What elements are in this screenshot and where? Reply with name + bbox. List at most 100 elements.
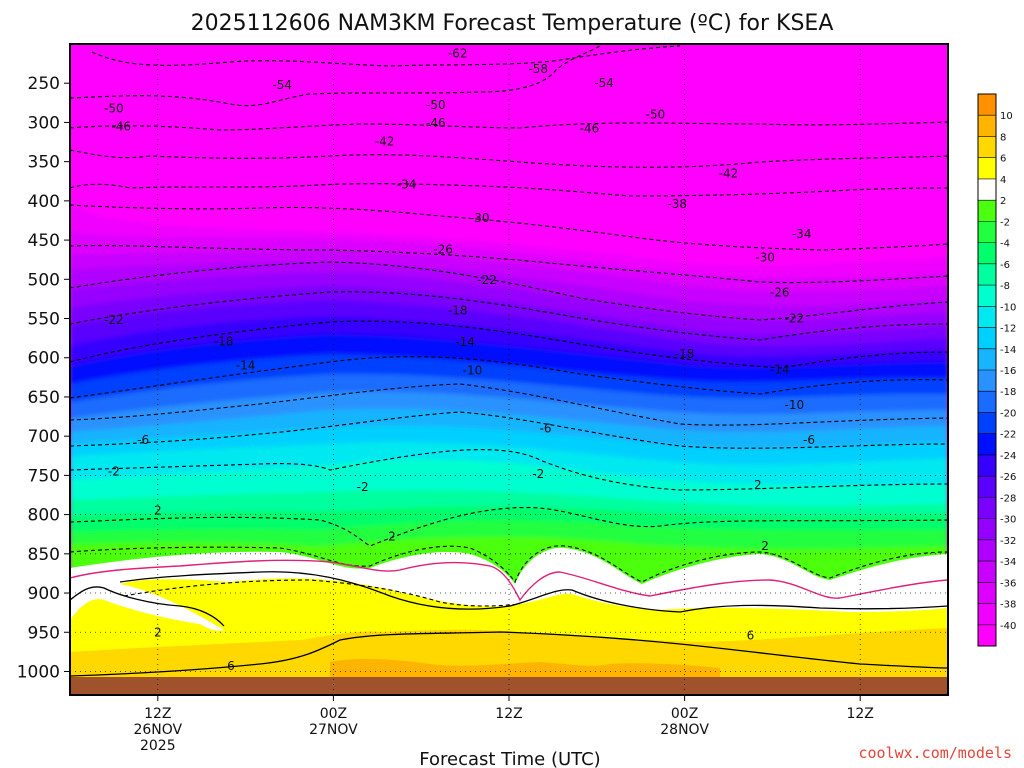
contour-plus-2-lower bbox=[123, 579, 521, 607]
colorbar-label-22: -36 bbox=[1000, 578, 1016, 589]
contour-label-11: -42 bbox=[719, 166, 739, 180]
colorbar-label-1: 8 bbox=[1000, 132, 1006, 143]
contour-label-40: 2 bbox=[154, 625, 162, 639]
colorbar-label-21: -34 bbox=[1000, 557, 1016, 568]
colorbar-swatch-8 bbox=[978, 263, 996, 286]
contour-label-7: -46 bbox=[111, 119, 131, 133]
x-axis-label: Forecast Time (UTC) bbox=[419, 749, 600, 768]
colorbar-label-11: -14 bbox=[1000, 345, 1016, 356]
contour-label-15: -34 bbox=[792, 227, 812, 241]
y-tick-label-600: 600 bbox=[28, 349, 60, 369]
colorbar-swatch-23 bbox=[978, 582, 996, 605]
contour-minus-62 bbox=[91, 45, 681, 67]
colorbar-swatch-9 bbox=[978, 285, 996, 307]
colorbar-swatch-10 bbox=[978, 306, 996, 329]
contour-label-26: -14 bbox=[236, 359, 256, 373]
contour-minus-10 bbox=[70, 449, 948, 491]
contour-label-3: -54 bbox=[594, 76, 614, 90]
contour-minus-26 bbox=[70, 320, 948, 369]
grid-lines bbox=[70, 44, 948, 695]
y-axis: 250 300 350 400 450 500 550 600 650 700 750 800 850 9… bbox=[17, 74, 70, 682]
colorbar-label-7: -6 bbox=[1000, 260, 1010, 271]
contour-label-4: -50 bbox=[104, 101, 124, 115]
colorbar-label-6: -4 bbox=[1000, 239, 1010, 250]
contour-label-42: 6 bbox=[227, 659, 235, 673]
colorbar-label-23: -38 bbox=[1000, 600, 1016, 611]
x-tick-label-0: 12Z 26NOV 2025 bbox=[133, 706, 182, 754]
y-tick-label-350: 350 bbox=[28, 153, 60, 173]
contour-label-21: -18 bbox=[448, 304, 468, 318]
colorbar-label-16: -24 bbox=[1000, 451, 1016, 462]
contour-minus-18 bbox=[70, 383, 948, 426]
y-tick-label-250: 250 bbox=[28, 74, 60, 94]
contour-label-0: -62 bbox=[448, 46, 468, 60]
credit-link[interactable]: coolwx.com/models bbox=[858, 744, 1012, 762]
colorbar-label-3: 4 bbox=[1000, 175, 1006, 186]
colorbar-swatch-5 bbox=[978, 200, 996, 222]
y-tick-label-750: 750 bbox=[28, 466, 60, 486]
contour-label-10: -42 bbox=[375, 134, 395, 148]
y-tick-label-450: 450 bbox=[28, 231, 60, 251]
contour-label-2: -54 bbox=[272, 78, 292, 92]
colorbar-swatch-19 bbox=[978, 497, 996, 520]
contour-label-20: -22 bbox=[104, 313, 124, 327]
y-tick-label-900: 900 bbox=[28, 584, 60, 604]
colorbar-swatch-22 bbox=[978, 561, 996, 583]
colorbar-swatch-13 bbox=[978, 370, 996, 392]
colorbar-swatch-3 bbox=[978, 157, 996, 180]
x-tick-label-4: 12Z bbox=[846, 706, 873, 722]
contour-minus-38 bbox=[70, 245, 948, 284]
contour-label-34: -2 bbox=[532, 467, 544, 481]
colorbar-swatch-14 bbox=[978, 391, 996, 413]
contour-label-12: -34 bbox=[397, 177, 417, 191]
contour-minus-14 bbox=[70, 411, 948, 449]
contour-label-13: -38 bbox=[667, 197, 687, 211]
colorbar-label-5: -2 bbox=[1000, 217, 1010, 228]
contour-label-39: 2 bbox=[761, 539, 769, 553]
colorbar-label-12: -16 bbox=[1000, 366, 1016, 377]
colorbar-swatch-0 bbox=[978, 94, 996, 116]
colorbar-swatch-1 bbox=[978, 115, 996, 137]
colorbar-swatch-4 bbox=[978, 178, 996, 201]
colorbar-label-18: -28 bbox=[1000, 493, 1016, 504]
contour-label-28: -14 bbox=[770, 363, 790, 377]
y-tick-label-800: 800 bbox=[28, 506, 60, 526]
colorbar-swatch-21 bbox=[978, 539, 996, 562]
x-axis: 12Z 26NOV 2025 00Z 27NOV 12Z 00Z 28NOV 12Z bbox=[133, 695, 874, 754]
band-plus-6 bbox=[330, 658, 720, 680]
colorbar: 10 8 6 4 2 -2 -4 -6 -8 -10 -12 -14 -16 -18 -20 -22 -24 -2… bbox=[977, 93, 1016, 647]
contour-plus-2 bbox=[70, 571, 948, 627]
colorbar-label-2: 6 bbox=[1000, 154, 1006, 165]
contour-label-19: -26 bbox=[770, 286, 790, 300]
contour-minus-50 bbox=[70, 149, 948, 168]
contour-label-36: 2 bbox=[754, 478, 762, 492]
colorbar-swatch-6 bbox=[978, 221, 996, 244]
y-tick-label-950: 950 bbox=[28, 623, 60, 643]
x-tick-label-1: 00Z 27NOV bbox=[309, 706, 358, 738]
contour-label-38: 2 bbox=[388, 530, 396, 544]
colorbar-swatch-16 bbox=[978, 433, 996, 456]
colorbar-swatch-2 bbox=[978, 136, 996, 159]
y-tick-label-700: 700 bbox=[28, 427, 60, 447]
colorbar-label-0: 10 bbox=[1000, 111, 1013, 122]
colorbar-label-17: -26 bbox=[1000, 472, 1016, 483]
colorbar-label-19: -30 bbox=[1000, 515, 1016, 526]
colorbar-swatch-7 bbox=[978, 242, 996, 265]
contour-label-29: -10 bbox=[785, 398, 805, 412]
zero-degree-line bbox=[70, 559, 948, 602]
colorbar-label-13: -18 bbox=[1000, 387, 1016, 398]
contour-label-27: -10 bbox=[463, 363, 483, 377]
contour-label-41: 6 bbox=[747, 628, 755, 642]
colorbar-label-20: -32 bbox=[1000, 536, 1016, 547]
contour-label-6: -50 bbox=[646, 108, 666, 122]
contour-minus-42 bbox=[70, 204, 948, 251]
colorbar-label-9: -10 bbox=[1000, 302, 1016, 313]
contour-label-8: -46 bbox=[426, 116, 446, 130]
contour-labels: -62-58-54 -54-50 -50-50-46 -46 -46-42-42-34-… bbox=[104, 46, 815, 673]
colorbar-swatch-20 bbox=[978, 518, 996, 541]
y-tick-label-300: 300 bbox=[28, 113, 60, 133]
contour-label-16: -26 bbox=[433, 242, 453, 256]
y-tick-label-1000: 1000 bbox=[17, 662, 60, 682]
contour-label-24: -14 bbox=[455, 335, 475, 349]
